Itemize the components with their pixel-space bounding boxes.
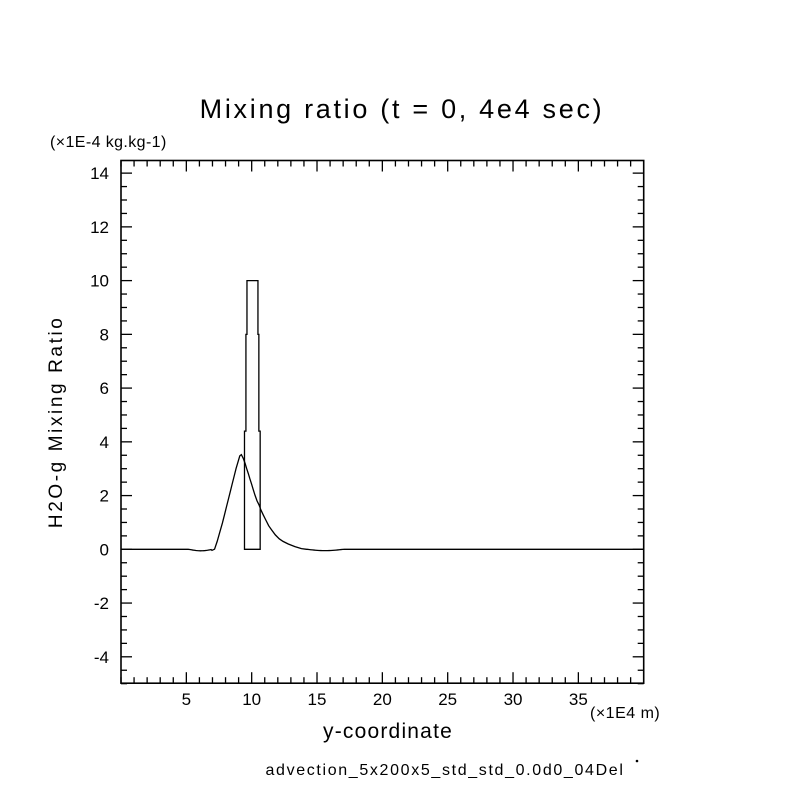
- svg-text:25: 25: [438, 690, 457, 709]
- svg-text:4: 4: [100, 433, 109, 452]
- svg-text:(×1E4 m): (×1E4 m): [590, 705, 660, 722]
- svg-text:15: 15: [308, 690, 327, 709]
- svg-text:2: 2: [100, 487, 109, 506]
- svg-text:35: 35: [569, 690, 588, 709]
- svg-text:(×1E-4 kg.kg-1): (×1E-4 kg.kg-1): [50, 134, 167, 151]
- svg-text:0: 0: [100, 540, 109, 559]
- svg-text:Mixing ratio (t = 0, 4e4 sec): Mixing ratio (t = 0, 4e4 sec): [200, 94, 605, 124]
- svg-text:12: 12: [90, 218, 109, 237]
- svg-text:10: 10: [242, 690, 261, 709]
- svg-text:y-coordinate: y-coordinate: [323, 720, 453, 743]
- svg-text:5: 5: [182, 690, 191, 709]
- svg-text:14: 14: [90, 164, 109, 183]
- svg-text:advection_5x200x5_std_std_0.0d: advection_5x200x5_std_std_0.0d0_04Del: [265, 762, 624, 779]
- svg-text:8: 8: [100, 325, 109, 344]
- svg-text:-2: -2: [94, 594, 109, 613]
- svg-text:H2O-g Mixing Ratio: H2O-g Mixing Ratio: [46, 316, 67, 529]
- svg-text:-4: -4: [94, 648, 109, 667]
- svg-text:10: 10: [90, 272, 109, 291]
- svg-text:20: 20: [373, 690, 392, 709]
- svg-text:6: 6: [100, 379, 109, 398]
- svg-text:30: 30: [504, 690, 523, 709]
